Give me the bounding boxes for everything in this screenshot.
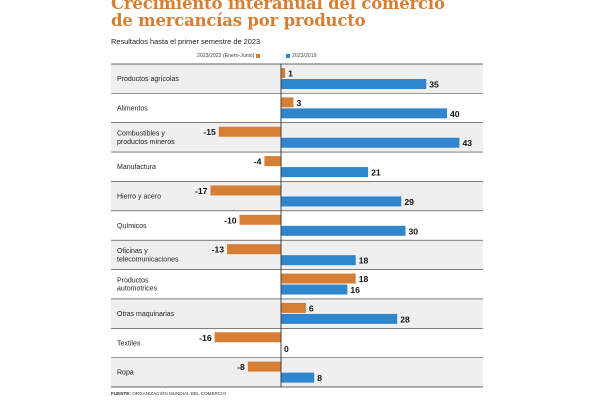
category-label: Hierro y acero <box>117 194 161 201</box>
data-label-series-1: 6 <box>309 303 314 313</box>
source-label: FUENTE: <box>111 391 131 396</box>
bar-series-1 <box>227 244 281 255</box>
category-label: Combustibles y productos mineros <box>117 131 175 146</box>
chart-legend: 2023/2022 (Enero-Junio) 2023/2019 <box>0 53 592 63</box>
data-label-series-1: 3 <box>296 98 301 108</box>
category-label: Otras maquinarias <box>117 311 175 318</box>
legend-item-series-1: 2023/2022 (Enero-Junio) <box>197 53 262 59</box>
data-label-series-1: 18 <box>359 274 369 284</box>
legend-label-series-2: 2023/2019 <box>292 53 317 59</box>
category-label: Textiles <box>117 340 141 347</box>
category-label: Ropa <box>117 370 134 377</box>
bar-series-1 <box>218 126 281 137</box>
category-label: Oficinas y telecomunicaciones <box>117 248 179 263</box>
data-label-series-1: -16 <box>199 333 212 343</box>
data-label-series-2: 40 <box>450 109 460 119</box>
data-label-series-2: 29 <box>404 197 414 207</box>
data-label-series-2: 8 <box>317 373 322 383</box>
chart-title-line-2: de mercancías por producto <box>111 11 366 30</box>
chart-subtitle: Resultados hasta el primer semestre de 2… <box>111 37 261 46</box>
legend-swatch-series-2 <box>286 53 290 58</box>
source-text: ORGANIZACIÓN MUNDIAL DEL COMERCIO <box>132 391 227 396</box>
data-label-series-1: -13 <box>212 245 225 255</box>
legend-label-series-1: 2023/2022 (Enero-Junio) <box>197 53 255 59</box>
data-label-series-1: -17 <box>195 186 208 196</box>
bar-series-2 <box>281 225 406 236</box>
category-label: Alimentos <box>117 105 148 112</box>
category-label: Químicos <box>117 223 147 230</box>
bar-series-2 <box>281 79 427 89</box>
data-label-series-2: 28 <box>400 314 410 324</box>
bar-series-2 <box>281 108 447 119</box>
bar-series-2 <box>281 167 369 178</box>
category-label: Manufactura <box>117 164 156 171</box>
data-label-series-2: 16 <box>350 285 360 295</box>
bar-series-1 <box>281 273 356 284</box>
source-footer: FUENTE: ORGANIZACIÓN MUNDIAL DEL COMERCI… <box>111 391 226 396</box>
data-label-series-2: 30 <box>409 226 419 236</box>
bar-series-2 <box>281 313 398 324</box>
bar-series-2 <box>281 137 460 148</box>
chart-title: Crecimiento interanual del comercio de m… <box>111 0 445 29</box>
data-label-series-1: 1 <box>288 69 293 79</box>
data-label-series-1: -8 <box>237 362 245 372</box>
data-label-series-2: 18 <box>359 256 369 266</box>
legend-item-series-2: 2023/2019 <box>284 53 317 59</box>
data-label-series-2: 35 <box>429 80 439 90</box>
data-label-series-2: 21 <box>371 168 381 178</box>
data-label-series-1: -10 <box>224 215 237 225</box>
data-label-series-1: -15 <box>203 127 216 137</box>
category-label: Productos automotrices <box>117 278 158 293</box>
bar-series-2 <box>281 284 348 295</box>
bar-series-1 <box>281 302 306 313</box>
bar-series-2 <box>281 196 402 207</box>
bar-series-1 <box>281 97 294 108</box>
legend-swatch-series-1 <box>256 53 261 58</box>
bar-series-2 <box>281 372 315 383</box>
bar-series-1 <box>214 332 281 343</box>
data-label-series-2: 0 <box>284 344 289 354</box>
chart-title-line-1: Crecimiento interanual del comercio <box>111 0 445 13</box>
bar-series-1 <box>210 185 281 196</box>
data-label-series-1: -4 <box>254 157 262 167</box>
bar-series-1 <box>247 361 281 372</box>
data-label-series-2: 43 <box>462 138 472 148</box>
bar-series-1 <box>281 68 286 78</box>
category-label: Productos agrícolas <box>117 76 179 83</box>
bar-series-2 <box>281 255 356 266</box>
bar-series-1 <box>264 156 281 167</box>
bar-series-1 <box>239 214 281 225</box>
